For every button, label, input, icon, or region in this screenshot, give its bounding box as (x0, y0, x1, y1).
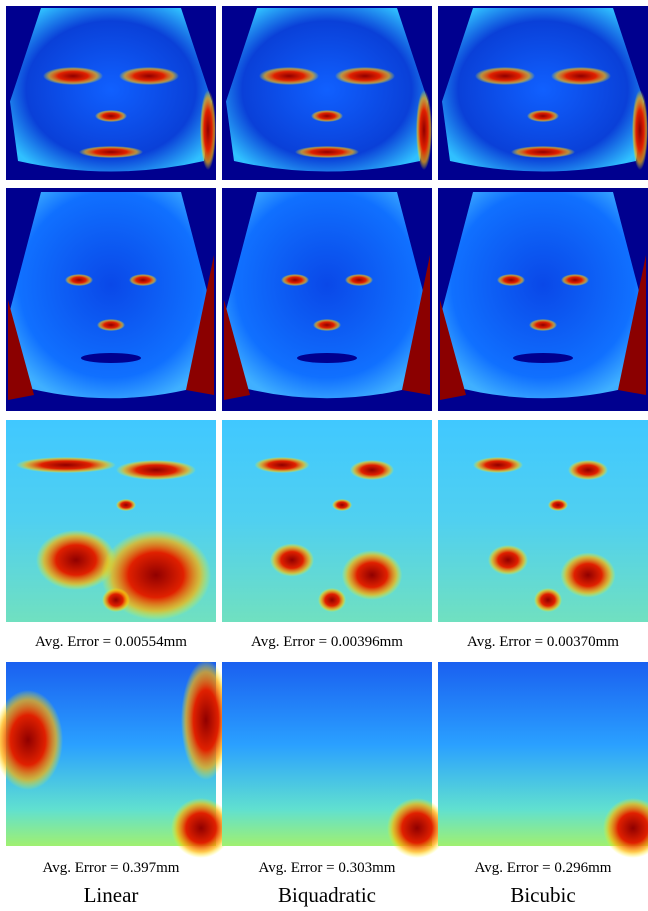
patch-error-panel (222, 420, 432, 622)
patch-normal-panel (0, 660, 231, 858)
face-shading-panel (438, 188, 648, 411)
hot-spot (119, 67, 179, 85)
column-label: Biquadratic (278, 883, 376, 907)
mouth (81, 353, 141, 363)
face-shading-panel (6, 188, 216, 411)
hot-spot (313, 319, 341, 331)
hot-spot (529, 319, 557, 331)
hot-spot (102, 588, 130, 612)
caption: Avg. Error = 0.397mm (43, 860, 180, 876)
patch-error-panel (438, 420, 648, 622)
hot-spot (129, 274, 157, 286)
hot-spot (116, 460, 196, 480)
column-label: Linear (84, 883, 139, 907)
hot-spot (475, 67, 535, 85)
hot-spot (511, 146, 575, 158)
hot-spot (295, 146, 359, 158)
hot-spot (200, 90, 216, 170)
hot-spot (95, 110, 127, 122)
hot-spot (551, 67, 611, 85)
hot-spot (416, 90, 432, 170)
mouth (513, 353, 573, 363)
hot-spot (345, 274, 373, 286)
hot-spot (116, 499, 136, 511)
caption: Avg. Error = 0.00396mm (251, 634, 403, 650)
face-map-panel (438, 6, 648, 180)
hot-spot (97, 319, 125, 331)
hot-spot (534, 588, 562, 612)
hot-spot (568, 460, 608, 480)
hot-spot (43, 67, 103, 85)
face-map-panel (6, 6, 216, 180)
hot-spot (527, 110, 559, 122)
face-region (226, 192, 428, 398)
hot-spot (473, 457, 523, 473)
patch-error-panel (6, 420, 216, 622)
caption: Avg. Error = 0.296mm (475, 860, 612, 876)
hot-spot (548, 499, 568, 511)
hot-spot (311, 110, 343, 122)
face-map-panel (222, 6, 432, 180)
hot-spot (632, 90, 648, 170)
hot-spot (497, 274, 525, 286)
figure: Avg. Error = 0.00554mm Avg. Error = 0.397… (0, 0, 648, 911)
hot-spot (561, 553, 616, 598)
caption: Avg. Error = 0.00554mm (35, 634, 187, 650)
caption: Avg. Error = 0.00370mm (467, 634, 619, 650)
column-label: Bicubic (510, 883, 575, 907)
hot-spot (79, 146, 143, 158)
hot-spot (350, 460, 394, 480)
patch-normal-panel (222, 662, 447, 858)
mouth (297, 353, 357, 363)
hot-spot (281, 274, 309, 286)
face-region (442, 192, 644, 398)
face-shading-panel (222, 188, 432, 411)
patch-normal-panel (438, 662, 648, 858)
hot-spot (561, 274, 589, 286)
hot-spot (255, 457, 310, 473)
hot-spot (488, 545, 528, 575)
hot-spot (335, 67, 395, 85)
hot-spot (16, 457, 116, 473)
hot-spot (332, 499, 352, 511)
hot-spot (65, 274, 93, 286)
hot-spot (259, 67, 319, 85)
face-region (10, 192, 212, 398)
hot-spot (318, 588, 346, 612)
hot-spot (270, 544, 314, 577)
hot-spot (342, 550, 403, 600)
caption: Avg. Error = 0.303mm (259, 860, 396, 876)
